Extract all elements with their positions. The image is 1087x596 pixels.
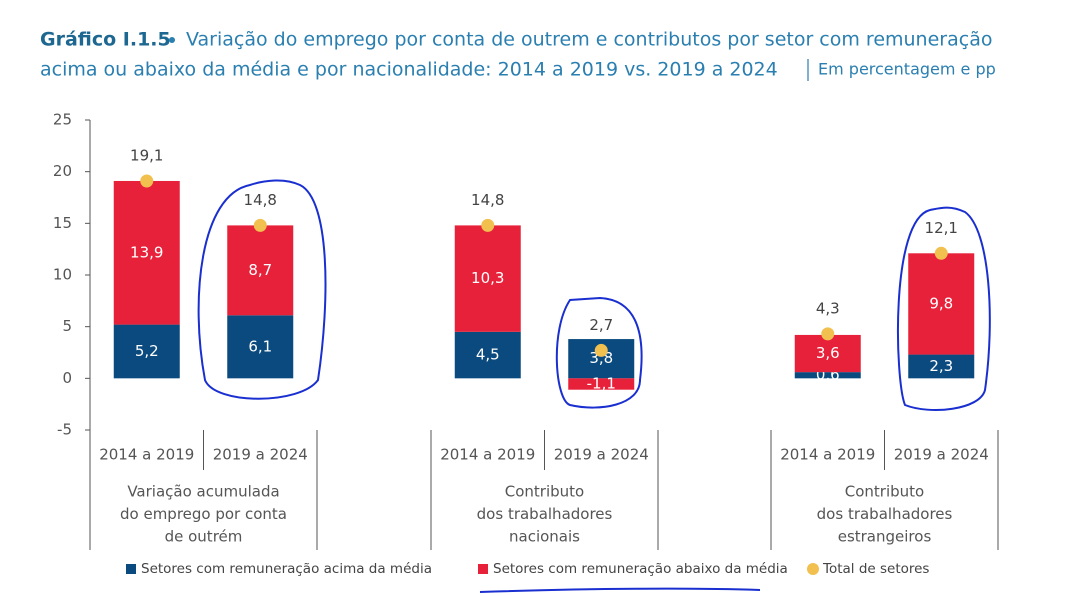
bar-segment: [454, 331, 521, 379]
value-label: 12,1: [925, 219, 958, 237]
legend-marker: [478, 564, 488, 574]
y-tick-label: 15: [53, 214, 72, 232]
legend-label: Total de setores: [822, 561, 929, 577]
value-label: 8,7: [248, 261, 272, 279]
group-label: estrangeiros: [838, 528, 932, 546]
group-label: de outrém: [165, 528, 243, 546]
value-label: 14,8: [244, 191, 277, 209]
total-dot: [934, 246, 948, 260]
chart-title: acima ou abaixo da média e por nacionali…: [40, 59, 778, 81]
y-tick-label: 5: [62, 317, 72, 335]
bar-segment: [794, 372, 861, 379]
title-label: Gráfico I.1.5: [40, 29, 171, 51]
x-tick-label: 2019 a 2024: [894, 446, 989, 464]
x-tick-label: 2014 a 2019: [99, 446, 194, 464]
total-dot: [821, 327, 835, 341]
group-label: Contributo: [845, 483, 924, 501]
bar-segment: [908, 354, 975, 379]
legend-marker: [807, 563, 819, 575]
value-label: 4,5: [476, 346, 500, 364]
x-tick-label: 2019 a 2024: [554, 446, 649, 464]
value-label: 19,1: [130, 146, 163, 164]
legend-label: Setores com remuneração acima da média: [141, 561, 432, 577]
total-dot: [481, 218, 495, 232]
value-label: 5,2: [135, 342, 159, 360]
bar-segment: [454, 225, 521, 332]
group-label: dos trabalhadores: [817, 505, 953, 523]
group-label: nacionais: [509, 528, 580, 546]
title-separator: [169, 37, 175, 43]
legend-label: Setores com remuneração abaixo da média: [493, 561, 788, 577]
total-dot: [253, 218, 267, 232]
value-label: 3,6: [816, 344, 840, 362]
bar-segment: [113, 180, 180, 325]
total-dot: [594, 343, 608, 357]
value-label: -1,1: [587, 375, 616, 393]
group-label: Variação acumulada: [127, 483, 279, 501]
chart-title: Variação do emprego por conta de outrem …: [186, 29, 992, 51]
x-tick-label: 2014 a 2019: [440, 446, 535, 464]
value-label: 10,3: [471, 269, 504, 287]
legend-marker: [126, 564, 136, 574]
y-tick-label: 10: [53, 266, 72, 284]
value-label: 14,8: [471, 191, 504, 209]
bar-segment: [227, 315, 294, 379]
value-label: 4,3: [816, 299, 840, 317]
group-label: dos trabalhadores: [477, 505, 613, 523]
bar-segment: [794, 334, 861, 373]
y-tick-label: 25: [53, 111, 72, 129]
unit-label: Em percentagem e pp: [818, 60, 996, 79]
y-tick-label: 20: [53, 162, 72, 180]
y-tick-label: -5: [57, 421, 72, 439]
value-label: 3,8: [589, 349, 613, 367]
bar-segment: [227, 225, 294, 316]
x-tick-label: 2014 a 2019: [780, 446, 875, 464]
value-label: 2,3: [929, 357, 953, 375]
hand-annotations: [197, 179, 991, 593]
bar-segment: [908, 253, 975, 355]
bar-segment: [568, 378, 635, 390]
x-tick-label: 2019 a 2024: [213, 446, 308, 464]
value-label: 9,8: [929, 294, 953, 312]
value-label: 13,9: [130, 243, 163, 261]
bar-segment: [113, 324, 180, 379]
y-tick-label: 0: [62, 369, 72, 387]
value-label: 2,7: [589, 316, 613, 334]
group-label: Contributo: [505, 483, 584, 501]
value-label: 6,1: [248, 337, 272, 355]
total-dot: [140, 174, 154, 188]
group-label: do emprego por conta: [120, 505, 287, 523]
